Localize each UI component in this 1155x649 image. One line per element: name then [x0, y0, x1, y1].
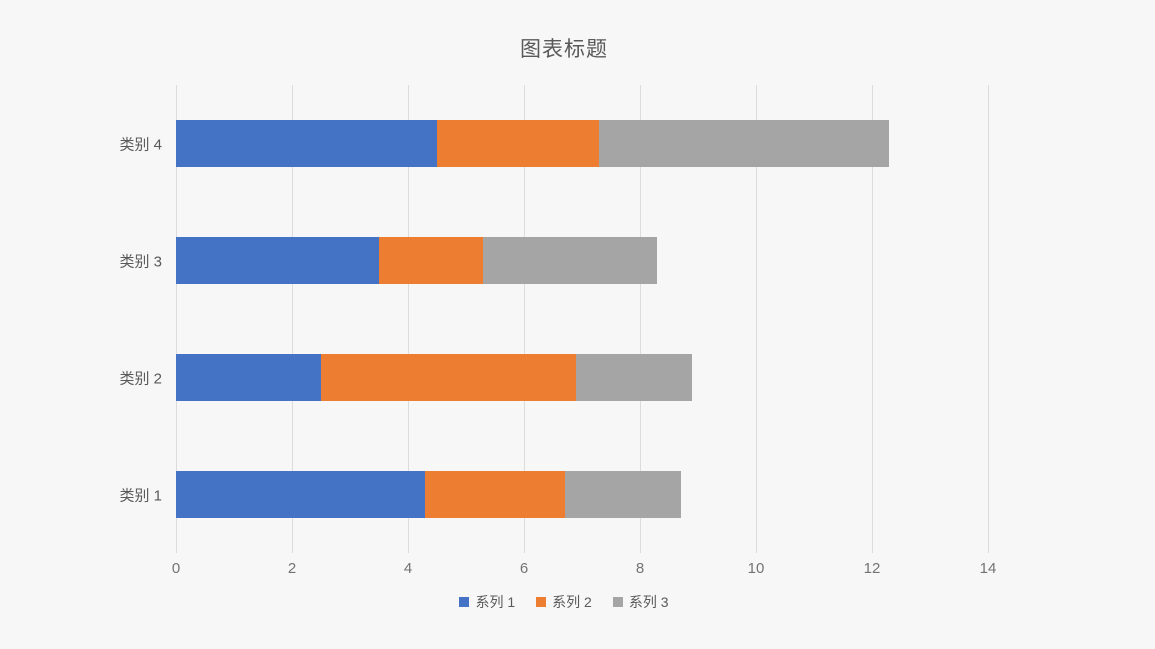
bar-row-类别 4 — [176, 120, 988, 167]
gridline-2 — [292, 85, 293, 553]
bar-segment-系列 3 — [483, 237, 658, 284]
category-label: 类别 2 — [119, 370, 162, 387]
legend-label: 系列 3 — [628, 594, 669, 610]
bar-segment-系列 2 — [321, 354, 577, 401]
bar-segment-系列 2 — [437, 120, 600, 167]
x-tick-label: 8 — [635, 560, 645, 577]
bar-segment-系列 3 — [576, 354, 693, 401]
x-tick-label: 10 — [747, 560, 765, 577]
bar-row-类别 1 — [176, 471, 988, 518]
value-axis: 0 2 4 6 8 10 12 14 — [172, 560, 997, 580]
legend-item-系列 1: 系列 1 — [459, 592, 515, 612]
gridline-8 — [640, 85, 641, 553]
chart-title: 图表标题 — [520, 38, 608, 61]
bar-segment-系列 2 — [425, 471, 565, 518]
x-tick-label: 14 — [979, 560, 997, 577]
bar-segment-系列 1 — [176, 237, 379, 284]
legend: 系列 1 系列 2 系列 3 — [0, 592, 1128, 612]
plot-area — [176, 85, 989, 553]
gridline-12 — [872, 85, 873, 553]
gridline-0 — [176, 85, 177, 553]
bar-segment-系列 2 — [379, 237, 484, 284]
legend-item-系列 2: 系列 2 — [536, 592, 592, 612]
x-tick-label: 4 — [403, 560, 413, 577]
category-label: 类别 1 — [119, 487, 162, 504]
gridline-14 — [988, 85, 989, 553]
bar-segment-系列 1 — [176, 354, 321, 401]
category-axis: 类别 4 类别 3 类别 2 类别 1 — [0, 85, 162, 553]
category-label: 类别 4 — [119, 136, 162, 153]
gridline-4 — [408, 85, 409, 553]
legend-label: 系列 1 — [475, 594, 516, 610]
bar-segment-系列 1 — [176, 120, 437, 167]
bar-segment-系列 1 — [176, 471, 426, 518]
x-tick-label: 2 — [287, 560, 297, 577]
bar-segment-系列 3 — [564, 471, 681, 518]
gridline-10 — [756, 85, 757, 553]
legend-item-系列 3: 系列 3 — [612, 592, 669, 612]
x-tick-label: 6 — [519, 560, 529, 577]
bar-row-类别 3 — [176, 237, 988, 284]
legend-swatch-icon — [536, 597, 547, 607]
legend-swatch-icon — [459, 597, 470, 607]
legend-label: 系列 2 — [552, 594, 592, 610]
legend-swatch-icon — [612, 597, 623, 607]
bar-row-类别 2 — [176, 354, 988, 401]
category-label: 类别 3 — [119, 253, 162, 270]
x-tick-label: 0 — [171, 560, 181, 577]
x-tick-label: 12 — [863, 560, 881, 577]
bar-segment-系列 3 — [599, 120, 890, 167]
gridline-6 — [524, 85, 525, 553]
